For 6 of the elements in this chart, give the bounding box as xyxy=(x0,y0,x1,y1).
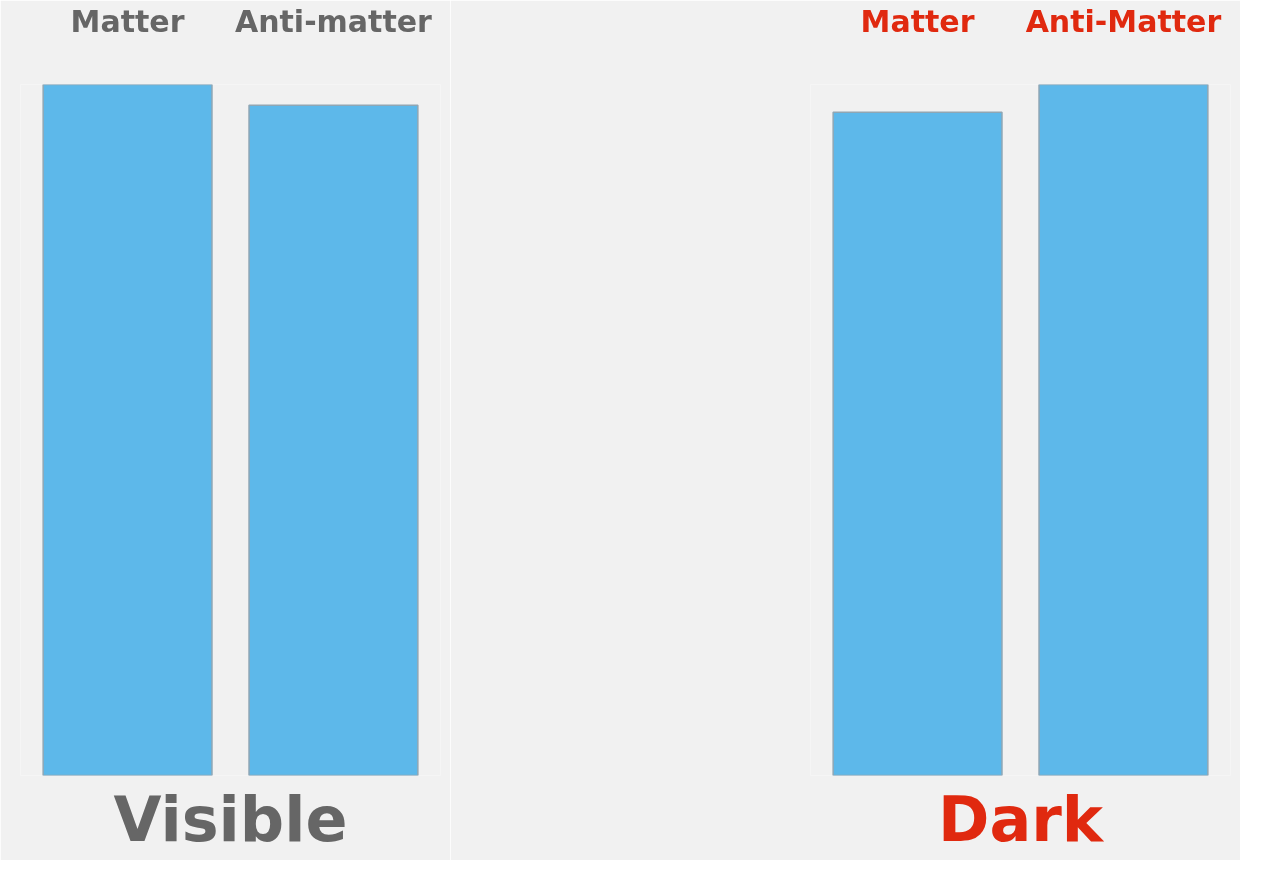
x-tick-label: Matter xyxy=(70,3,185,39)
x-tick-label: Anti-matter xyxy=(234,3,433,39)
x-tick-label: Anti-Matter xyxy=(1025,3,1222,39)
x-tick-label: Matter xyxy=(860,3,975,39)
text: Visible xyxy=(113,782,348,856)
text: Dark xyxy=(937,782,1105,856)
